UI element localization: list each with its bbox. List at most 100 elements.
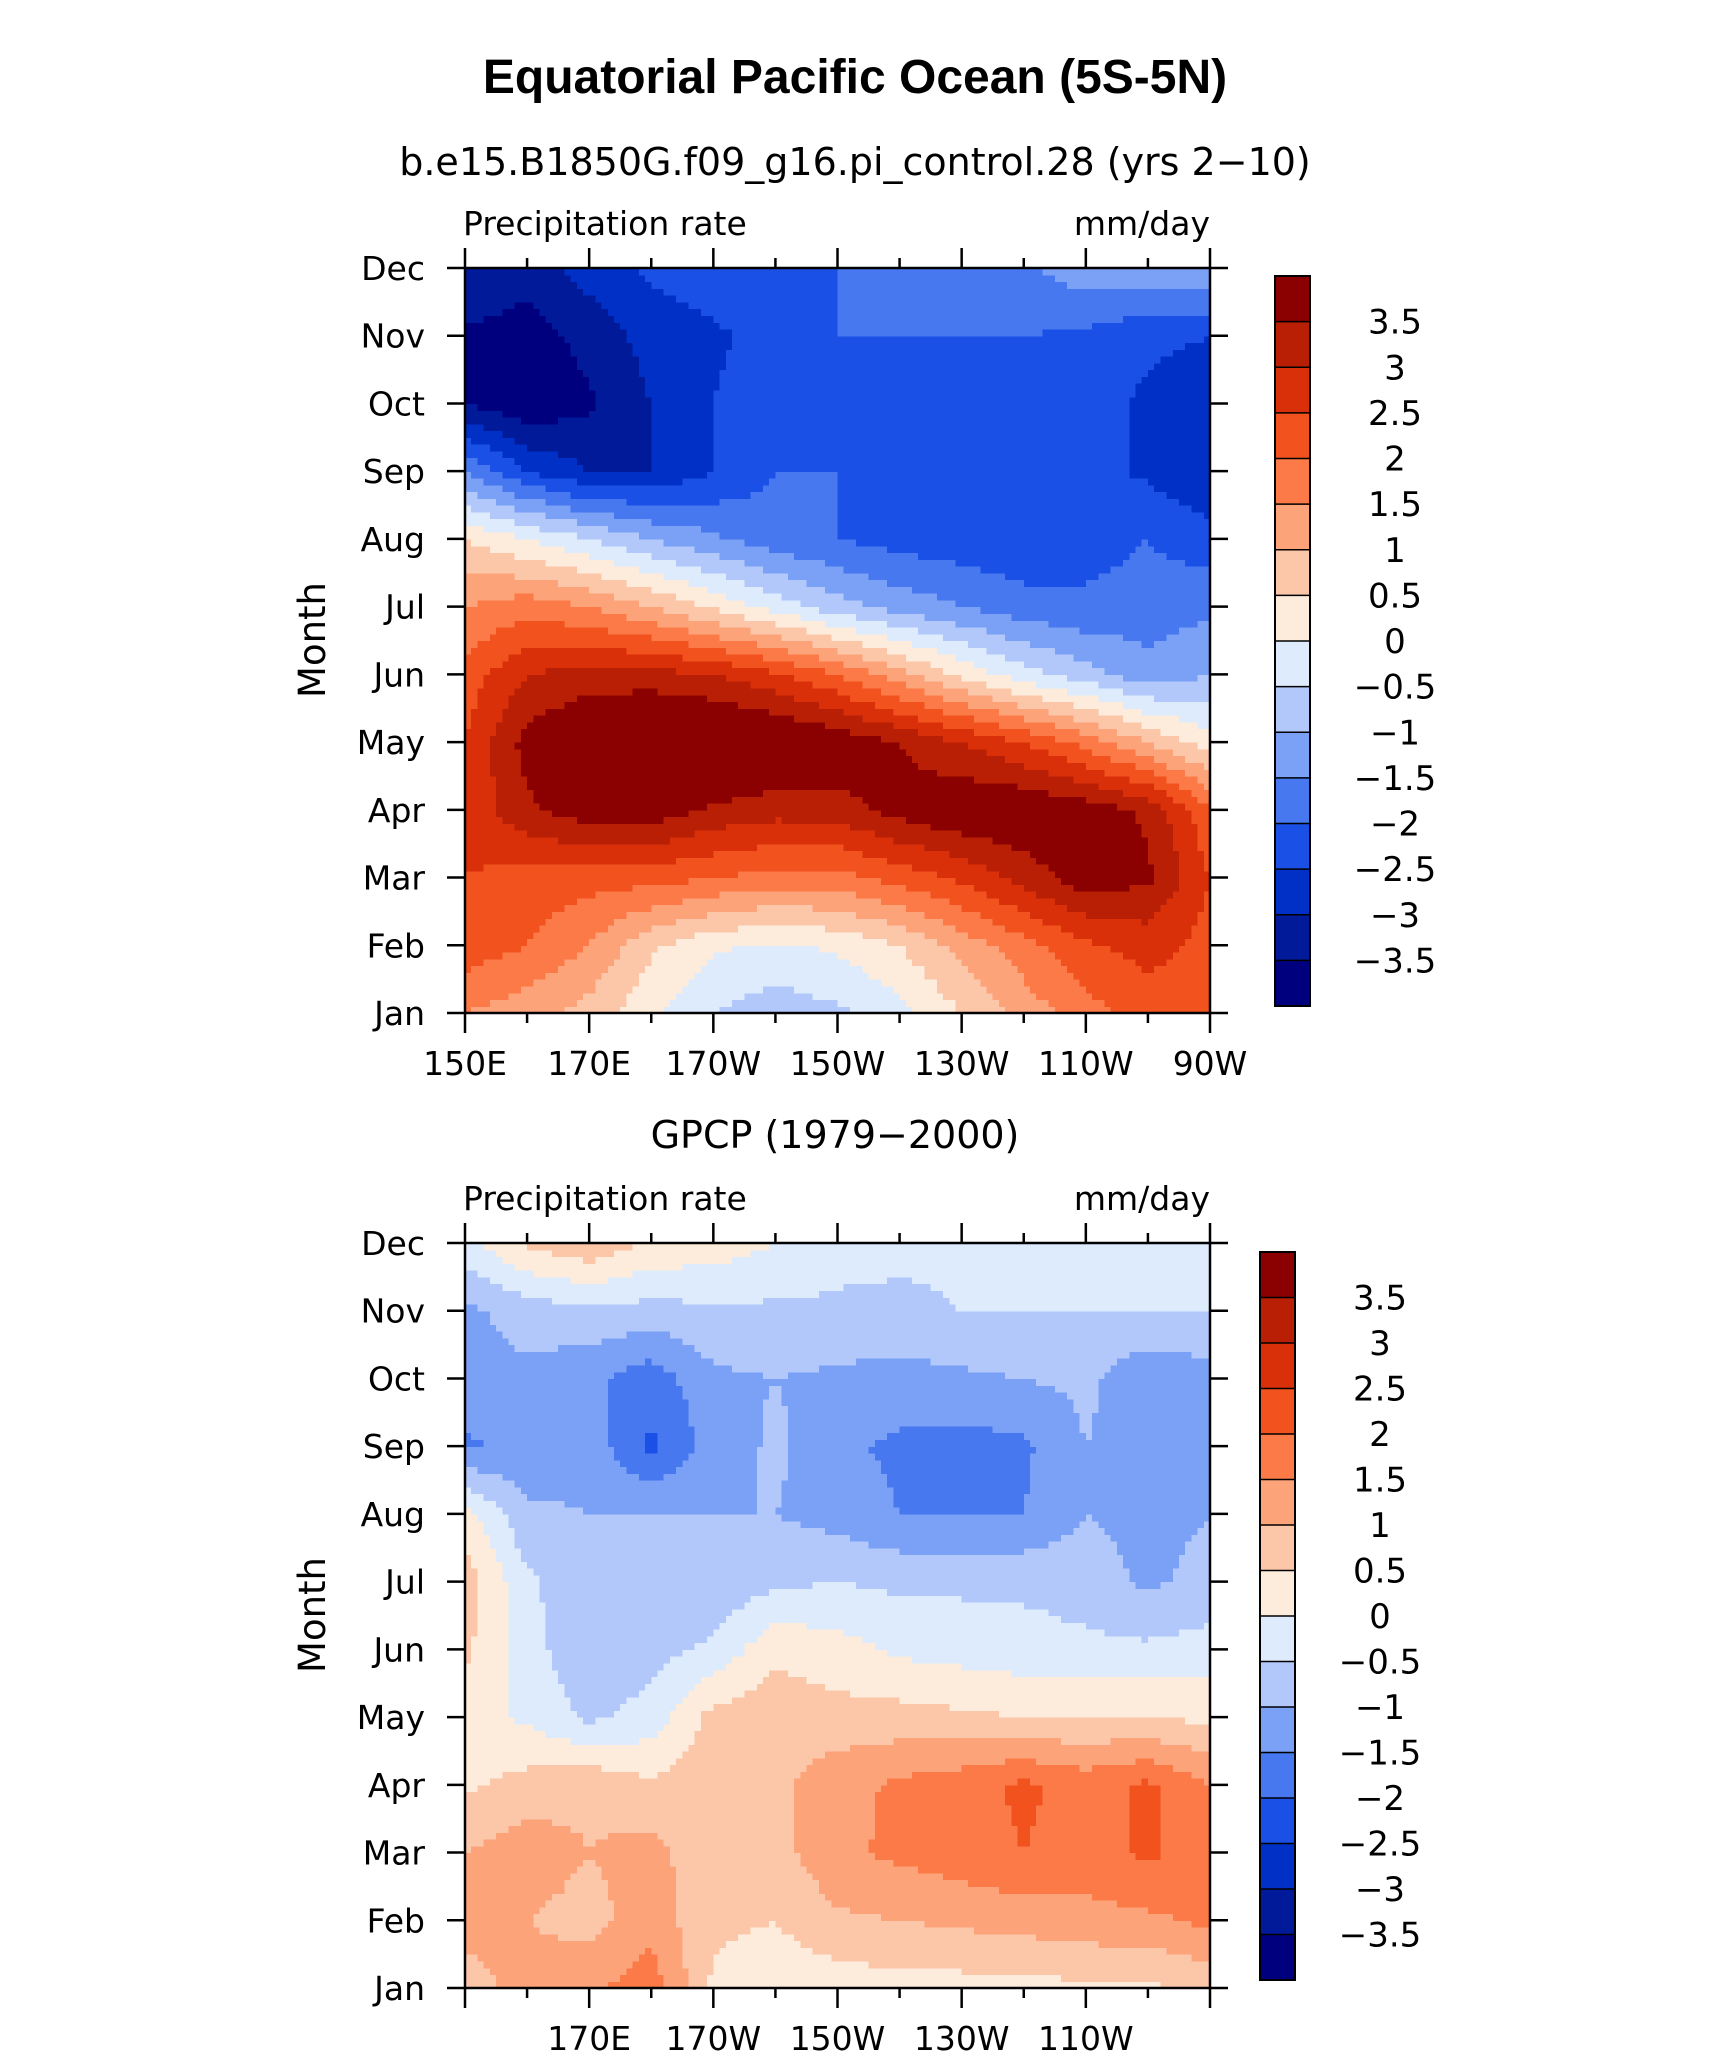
colorbar-swatch <box>1275 641 1310 688</box>
y-tick-label: Jul <box>383 1563 425 1602</box>
colorbar-swatch <box>1275 869 1310 916</box>
colorbar-swatch <box>1260 1479 1295 1526</box>
colorbar-label: −1 <box>1355 1688 1405 1728</box>
y-tick-label: Aug <box>361 1495 425 1534</box>
colorbar: 3.5 3 2.5 2 1.5 1 0.5 0 −0.5 −1 −1.5 −2 −2.5 −3 −3.5 <box>1259 1251 1422 1981</box>
colorbar-label: −0.5 <box>1339 1643 1422 1683</box>
y-tick-label: Jul <box>383 588 425 627</box>
colorbar-swatch <box>1260 1388 1295 1435</box>
colorbar-swatch <box>1260 1889 1295 1935</box>
colorbar-swatch <box>1275 914 1310 961</box>
colorbar-swatch <box>1260 1934 1295 1981</box>
y-tick-label: Feb <box>367 926 425 965</box>
colorbar-label: 1.5 <box>1353 1461 1407 1501</box>
colorbar-swatch <box>1260 1343 1295 1389</box>
colorbar-label: 1 <box>1384 531 1406 571</box>
colorbar-label: −0.5 <box>1354 668 1437 708</box>
y-tick-label: Feb <box>367 1901 425 1940</box>
colorbar-label: −2 <box>1355 1779 1405 1819</box>
y-axis-title: Month <box>291 1557 334 1673</box>
y-tick-label: Jun <box>371 655 425 694</box>
colorbar-label: −3 <box>1355 1870 1405 1910</box>
colorbar-label: 0 <box>1369 1597 1391 1637</box>
x-tick-label: 170W <box>666 2019 762 2058</box>
colorbar-swatch <box>1260 1707 1295 1753</box>
colorbar-swatch <box>1275 549 1310 596</box>
colorbar-swatch <box>1275 367 1310 414</box>
colorbar-label: 0 <box>1384 622 1406 662</box>
y-tick-label: Dec <box>361 1224 425 1263</box>
main-title: Equatorial Pacific Ocean (5S-5N) <box>483 51 1227 104</box>
colorbar-swatch <box>1260 1798 1295 1844</box>
colorbar: 3.5 3 2.5 2 1.5 1 0.5 0 −0.5 −1 −1.5 −2 −2.5 −3 −3.5 <box>1274 275 1437 1007</box>
colorbar-swatch <box>1275 321 1310 368</box>
colorbar-label: 3.5 <box>1353 1279 1407 1319</box>
x-tick-label: 170W <box>666 1044 762 1083</box>
colorbar-swatch <box>1260 1616 1295 1662</box>
colorbar-swatch <box>1275 960 1310 1007</box>
colorbar-swatch <box>1275 458 1310 505</box>
colorbar-swatch <box>1275 823 1310 870</box>
colorbar-label: 0.5 <box>1368 576 1422 616</box>
y-tick-label: Mar <box>363 1834 426 1873</box>
panel-left-label: Precipitation rate <box>463 204 747 243</box>
colorbar-label: −3 <box>1370 896 1420 936</box>
y-tick-label: May <box>357 723 425 762</box>
colorbar-swatch <box>1260 1752 1295 1799</box>
x-tick-label: 110W <box>1038 2019 1134 2058</box>
colorbar-label: 2 <box>1384 440 1406 480</box>
colorbar-swatch <box>1260 1661 1295 1708</box>
x-tick-label: 170E <box>547 2019 631 2058</box>
colorbar-label: −1 <box>1370 713 1420 753</box>
colorbar-swatch <box>1275 276 1310 323</box>
x-tick-label: 90W <box>1173 1044 1248 1083</box>
panel-left-label: Precipitation rate <box>463 1179 747 1218</box>
panel-units-label: mm/day <box>1074 204 1210 243</box>
colorbar-swatch <box>1275 777 1310 825</box>
y-tick-label: Dec <box>361 249 425 288</box>
colorbar-swatch <box>1275 732 1310 779</box>
y-tick-label: Apr <box>368 791 426 830</box>
model-panel: b.e15.B1850G.f09_g16.pi_control.28 (yrs … <box>291 140 1436 1083</box>
x-tick-label: 150W <box>790 1044 886 1083</box>
x-tick-label: 130W <box>914 2019 1010 2058</box>
colorbar-swatch <box>1260 1570 1295 1617</box>
colorbar-label: 2 <box>1369 1415 1391 1455</box>
colorbar-swatch <box>1260 1297 1295 1344</box>
y-axis-title: Month <box>291 582 334 698</box>
colorbar-label: −1.5 <box>1339 1734 1422 1774</box>
colorbar-swatch <box>1275 504 1310 551</box>
colorbar-label: −3.5 <box>1339 1916 1422 1956</box>
contour-fill <box>465 268 1211 1014</box>
colorbar-swatch <box>1260 1843 1295 1890</box>
y-tick-label: Jan <box>372 1969 425 2008</box>
contour-fill <box>465 1243 1211 1989</box>
colorbar-label: −2.5 <box>1354 850 1437 890</box>
heatmap-area: Jan Feb Mar Apr May Jun Jul Aug Sep Oct Nov Dec 150E… <box>357 248 1248 1083</box>
colorbar-label: 2.5 <box>1353 1370 1407 1410</box>
colorbar-label: 0.5 <box>1353 1552 1407 1592</box>
colorbar-label: −2 <box>1370 805 1420 845</box>
colorbar-label: 3.5 <box>1368 303 1422 343</box>
y-tick-label: Oct <box>368 384 425 423</box>
y-tick-label: Mar <box>363 859 426 898</box>
y-tick-label: Jan <box>372 994 425 1033</box>
panel-title: b.e15.B1850G.f09_g16.pi_control.28 (yrs … <box>399 140 1311 184</box>
colorbar-label: −3.5 <box>1354 941 1437 981</box>
colorbar-swatch <box>1260 1252 1295 1298</box>
y-tick-label: Sep <box>363 452 425 491</box>
colorbar-swatch <box>1275 595 1310 642</box>
colorbar-label: 3 <box>1369 1324 1391 1364</box>
x-tick-label: 150W <box>790 2019 886 2058</box>
y-tick-label: Oct <box>368 1359 425 1398</box>
colorbar-label: −1.5 <box>1354 759 1437 799</box>
x-tick-label: 130W <box>914 1044 1010 1083</box>
y-tick-label: Apr <box>368 1766 426 1805</box>
colorbar-swatch <box>1275 412 1310 460</box>
y-tick-label: May <box>357 1698 425 1737</box>
colorbar-label: −2.5 <box>1339 1825 1422 1865</box>
colorbar-label: 1.5 <box>1368 485 1422 525</box>
colorbar-label: 3 <box>1384 348 1406 388</box>
observation-panel: GPCP (1979−2000) Precipitation rate mm/d… <box>291 1113 1421 2058</box>
